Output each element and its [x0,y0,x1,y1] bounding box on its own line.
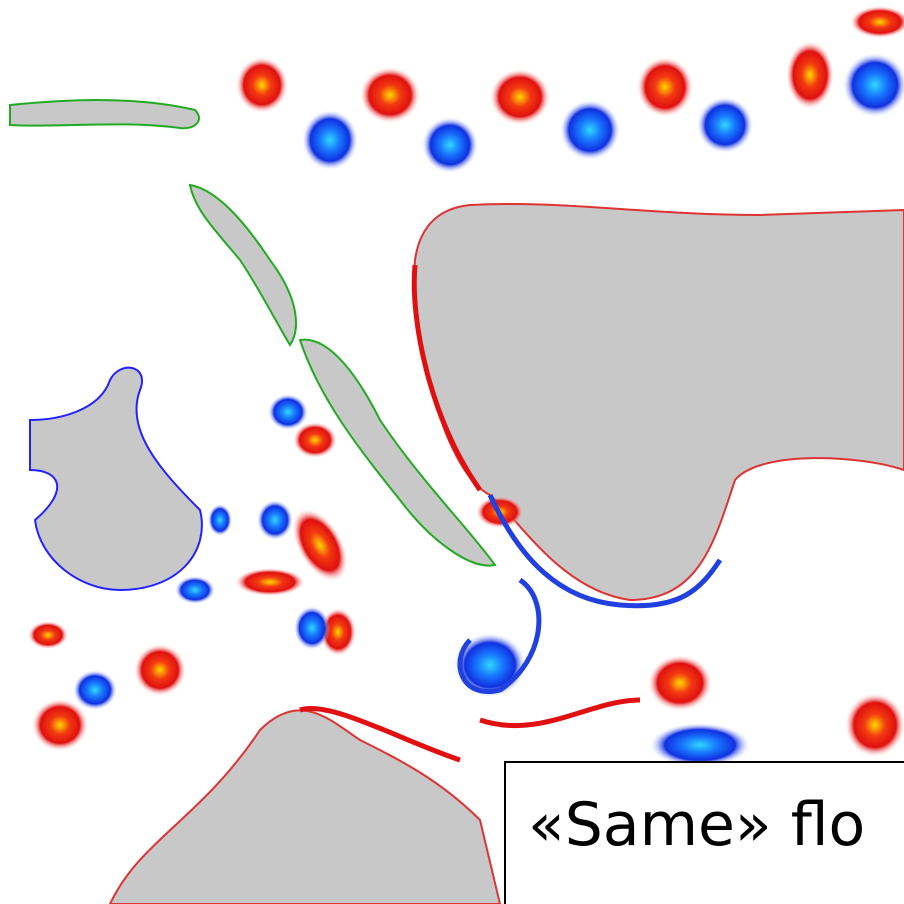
page: «Same» flo (() => { const data = JSON.pa… [0,0,904,904]
caption-box: «Same» flo [505,762,904,904]
flow-visualization: «Same» flo [0,0,904,904]
caption-text: «Same» flo [528,790,865,860]
